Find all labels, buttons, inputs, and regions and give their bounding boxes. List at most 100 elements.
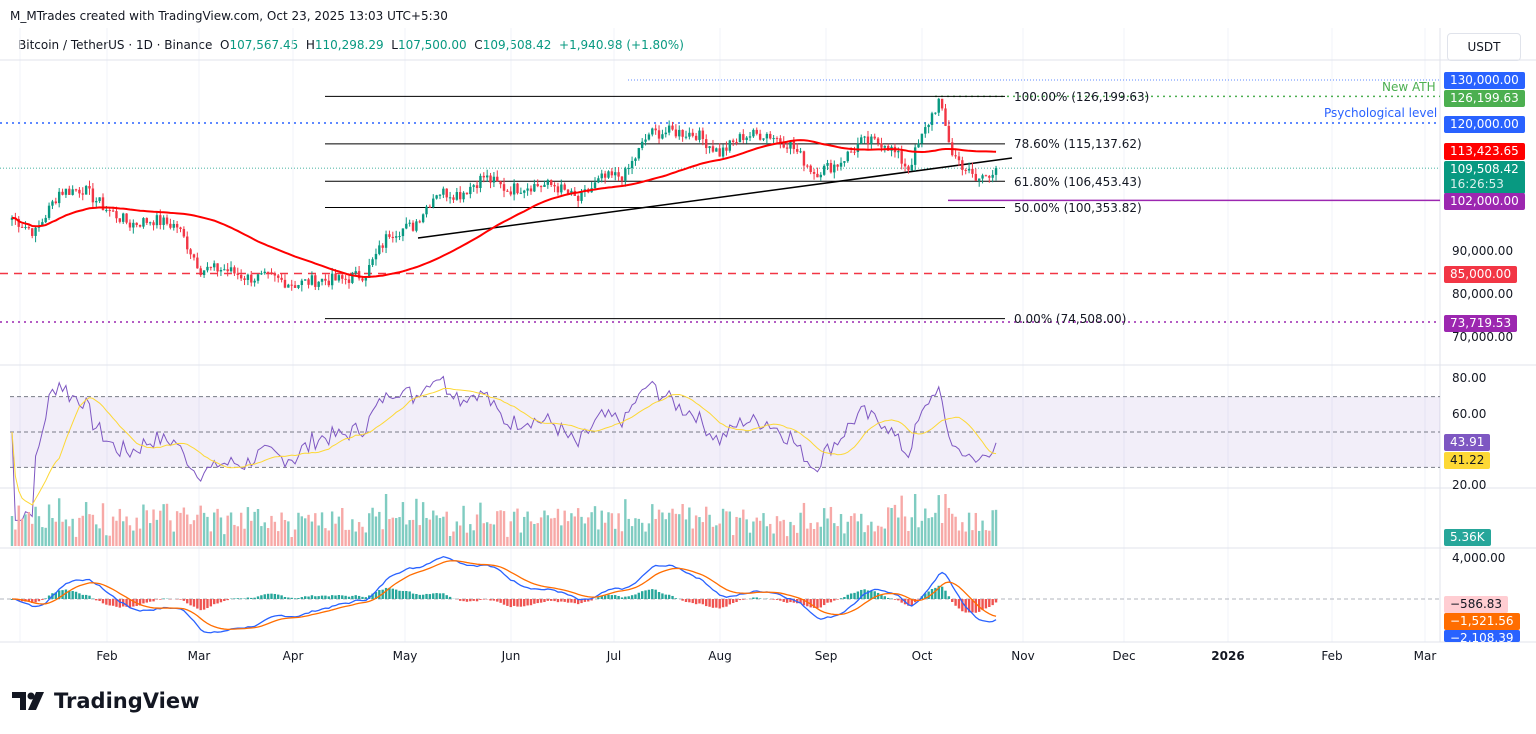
candle-body [334, 273, 337, 281]
candle-body [647, 134, 651, 140]
volume-bar [243, 528, 246, 546]
candle-body [68, 188, 71, 195]
candle-body [681, 129, 684, 137]
volume-bar [462, 505, 465, 546]
candle-body [506, 190, 509, 192]
macd-histogram-bar [266, 593, 270, 599]
macd-histogram-bar [708, 599, 711, 607]
volume-bar [233, 524, 236, 546]
candle-body [432, 198, 435, 208]
macd-histogram-bar [583, 599, 587, 602]
volume-bar [826, 518, 829, 546]
candle-body [910, 164, 913, 171]
volume-bar [779, 521, 782, 546]
volume-bar [721, 508, 725, 546]
candle-body [135, 222, 138, 226]
macd-histogram-bar [715, 599, 718, 608]
tradingview-logo[interactable]: TradingView [12, 689, 199, 713]
macd-histogram-bar [334, 595, 337, 599]
volume-bar [516, 508, 519, 546]
fib-label: 0.00% (74,508.00) [1014, 312, 1127, 326]
macd-histogram-bar [981, 599, 984, 611]
ma-50-line [11, 139, 997, 279]
macd-histogram-bar [640, 591, 644, 599]
volume-bar [735, 516, 738, 546]
volume-bar [91, 514, 95, 546]
candle-body [654, 128, 657, 131]
volume-bar [981, 520, 984, 546]
volume-bar [253, 511, 256, 546]
open-value: 107,567.45 [229, 38, 299, 52]
volume-bar [455, 521, 459, 546]
macd-histogram-bar [263, 594, 266, 599]
candle-body [115, 211, 118, 219]
candle-body [428, 206, 432, 208]
candle-body [357, 271, 361, 279]
macd-histogram-bar [644, 590, 647, 599]
candle-body [175, 223, 179, 228]
candle-body [924, 127, 927, 134]
volume-bar [250, 520, 253, 546]
candle-body [469, 186, 472, 195]
volume-bar [657, 509, 661, 546]
candle-body [125, 213, 128, 223]
macd-histogram-bar [361, 596, 364, 599]
macd-histogram-bar [661, 593, 664, 599]
candle-body [236, 273, 239, 275]
candle-body [664, 132, 667, 135]
volume-bar [479, 502, 482, 546]
macd-histogram-bar [728, 599, 732, 605]
candle-body [728, 140, 732, 151]
volume-bar [496, 511, 499, 546]
candle-body [836, 164, 839, 167]
candle-body [802, 151, 806, 166]
macd-histogram-bar [526, 599, 529, 606]
volume-bar [614, 528, 617, 546]
volume-bar [570, 513, 573, 546]
volume-bar [580, 516, 583, 546]
candle-body [152, 222, 155, 226]
candle-body [984, 175, 988, 177]
candle-body [603, 173, 607, 178]
candle-body [940, 98, 944, 109]
candle-body [270, 272, 273, 274]
volume-bar [893, 504, 897, 546]
macd-histogram-bar [802, 599, 806, 606]
macd-histogram-bar [314, 596, 317, 599]
candle-body [870, 136, 873, 144]
close-label: C [474, 38, 483, 52]
ohlc-legend: Bitcoin / TetherUS · 1D · Binance O107,5… [18, 38, 684, 52]
macd-histogram-bar [378, 590, 381, 599]
volume-bar [172, 531, 175, 546]
candle-body [782, 142, 785, 148]
macd-histogram-bar [469, 599, 472, 602]
symbol-name[interactable]: Bitcoin / TetherUS · 1D · Binance [18, 38, 213, 52]
macd-histogram-bar [947, 596, 951, 599]
macd-histogram-bar [671, 595, 674, 599]
macd-histogram-bar [873, 591, 876, 599]
price-tag: 130,000.00 [1444, 72, 1525, 89]
macd-histogram-bar [539, 599, 543, 603]
macd-histogram-bar [860, 589, 863, 599]
volume-bar [14, 529, 17, 546]
candle-body [475, 185, 479, 189]
volume-bar [300, 516, 304, 546]
volume-bar [678, 514, 681, 546]
candle-body [111, 210, 115, 212]
macd-histogram-bar [499, 599, 502, 603]
macd-histogram-bar [523, 599, 526, 607]
macd-histogram-bar [711, 599, 715, 608]
macd-histogram-bar [310, 595, 314, 599]
volume-bar [391, 517, 395, 546]
candle-body [337, 275, 341, 281]
candle-body [411, 222, 415, 231]
volume-bar [964, 531, 967, 546]
macd-histogram-bar [428, 594, 432, 599]
macd-histogram-bar [475, 599, 479, 602]
candle-body [223, 269, 226, 271]
macd-histogram-bar [105, 599, 108, 605]
macd-histogram-bar [536, 599, 539, 604]
volume-bar [482, 523, 485, 546]
volume-bar [977, 530, 981, 546]
